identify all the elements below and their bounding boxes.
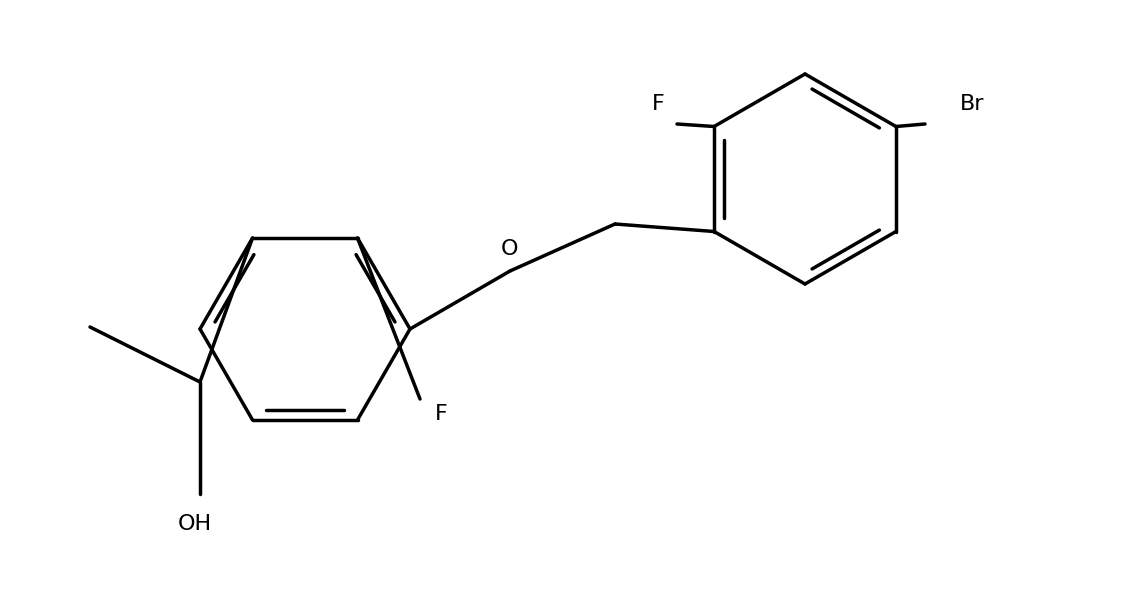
Text: F: F bbox=[652, 94, 666, 114]
Text: F: F bbox=[435, 404, 448, 424]
Text: O: O bbox=[501, 239, 519, 259]
Text: OH: OH bbox=[178, 514, 212, 534]
Text: Br: Br bbox=[960, 94, 985, 114]
